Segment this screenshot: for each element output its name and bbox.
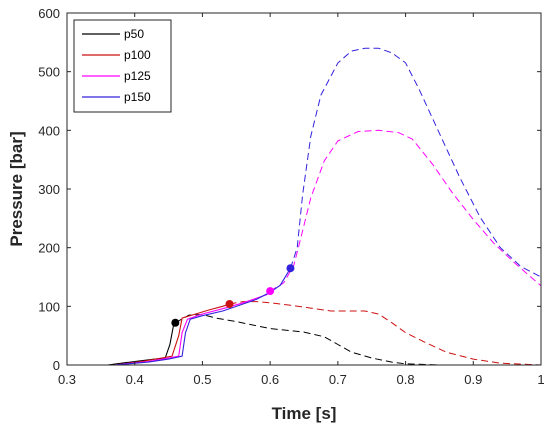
legend-label-p125: p125 bbox=[124, 69, 151, 83]
y-axis-label: Pressure [bar] bbox=[7, 131, 26, 246]
series-p150-marker bbox=[286, 264, 295, 273]
legend-label-p50: p50 bbox=[124, 27, 144, 41]
legend-label-p100: p100 bbox=[124, 48, 151, 62]
x-tick-label: 0.3 bbox=[58, 372, 76, 387]
y-tick-label: 500 bbox=[38, 65, 60, 80]
series-p50-marker bbox=[171, 318, 180, 327]
x-tick-label: 0.7 bbox=[329, 372, 347, 387]
x-tick-label: 1 bbox=[537, 372, 544, 387]
x-axis-label: Time [s] bbox=[272, 404, 337, 423]
y-tick-label: 0 bbox=[53, 358, 60, 373]
legend-label-p150: p150 bbox=[124, 90, 151, 104]
y-tick-label: 200 bbox=[38, 241, 60, 256]
series-p125-solid-line bbox=[67, 290, 271, 366]
series-p50-dashed-line bbox=[175, 313, 541, 366]
x-tick-label: 0.8 bbox=[397, 372, 415, 387]
x-tick-label: 0.4 bbox=[126, 372, 144, 387]
y-tick-label: 600 bbox=[38, 6, 60, 21]
x-tick-label: 0.5 bbox=[193, 372, 211, 387]
series-p125-dashed-line bbox=[269, 129, 542, 292]
legend: p50 p100 p125 p150 bbox=[73, 19, 172, 113]
y-tick-label: 100 bbox=[38, 299, 60, 314]
series-p100-marker bbox=[225, 299, 234, 308]
x-tick-label: 0.6 bbox=[261, 372, 279, 387]
y-tick-label: 300 bbox=[38, 182, 60, 197]
plot-markers bbox=[171, 264, 295, 327]
series-p125-marker bbox=[266, 287, 275, 296]
axis-ticks: 0.3 0.4 0.5 0.6 0.7 0.8 0.9 1 0 100 200 300 400 500 60… bbox=[38, 6, 544, 387]
series-p100-dashed-line bbox=[229, 301, 542, 366]
series-p150-dashed-line bbox=[290, 47, 542, 278]
x-tick-label: 0.9 bbox=[464, 372, 482, 387]
y-tick-label: 400 bbox=[38, 123, 60, 138]
